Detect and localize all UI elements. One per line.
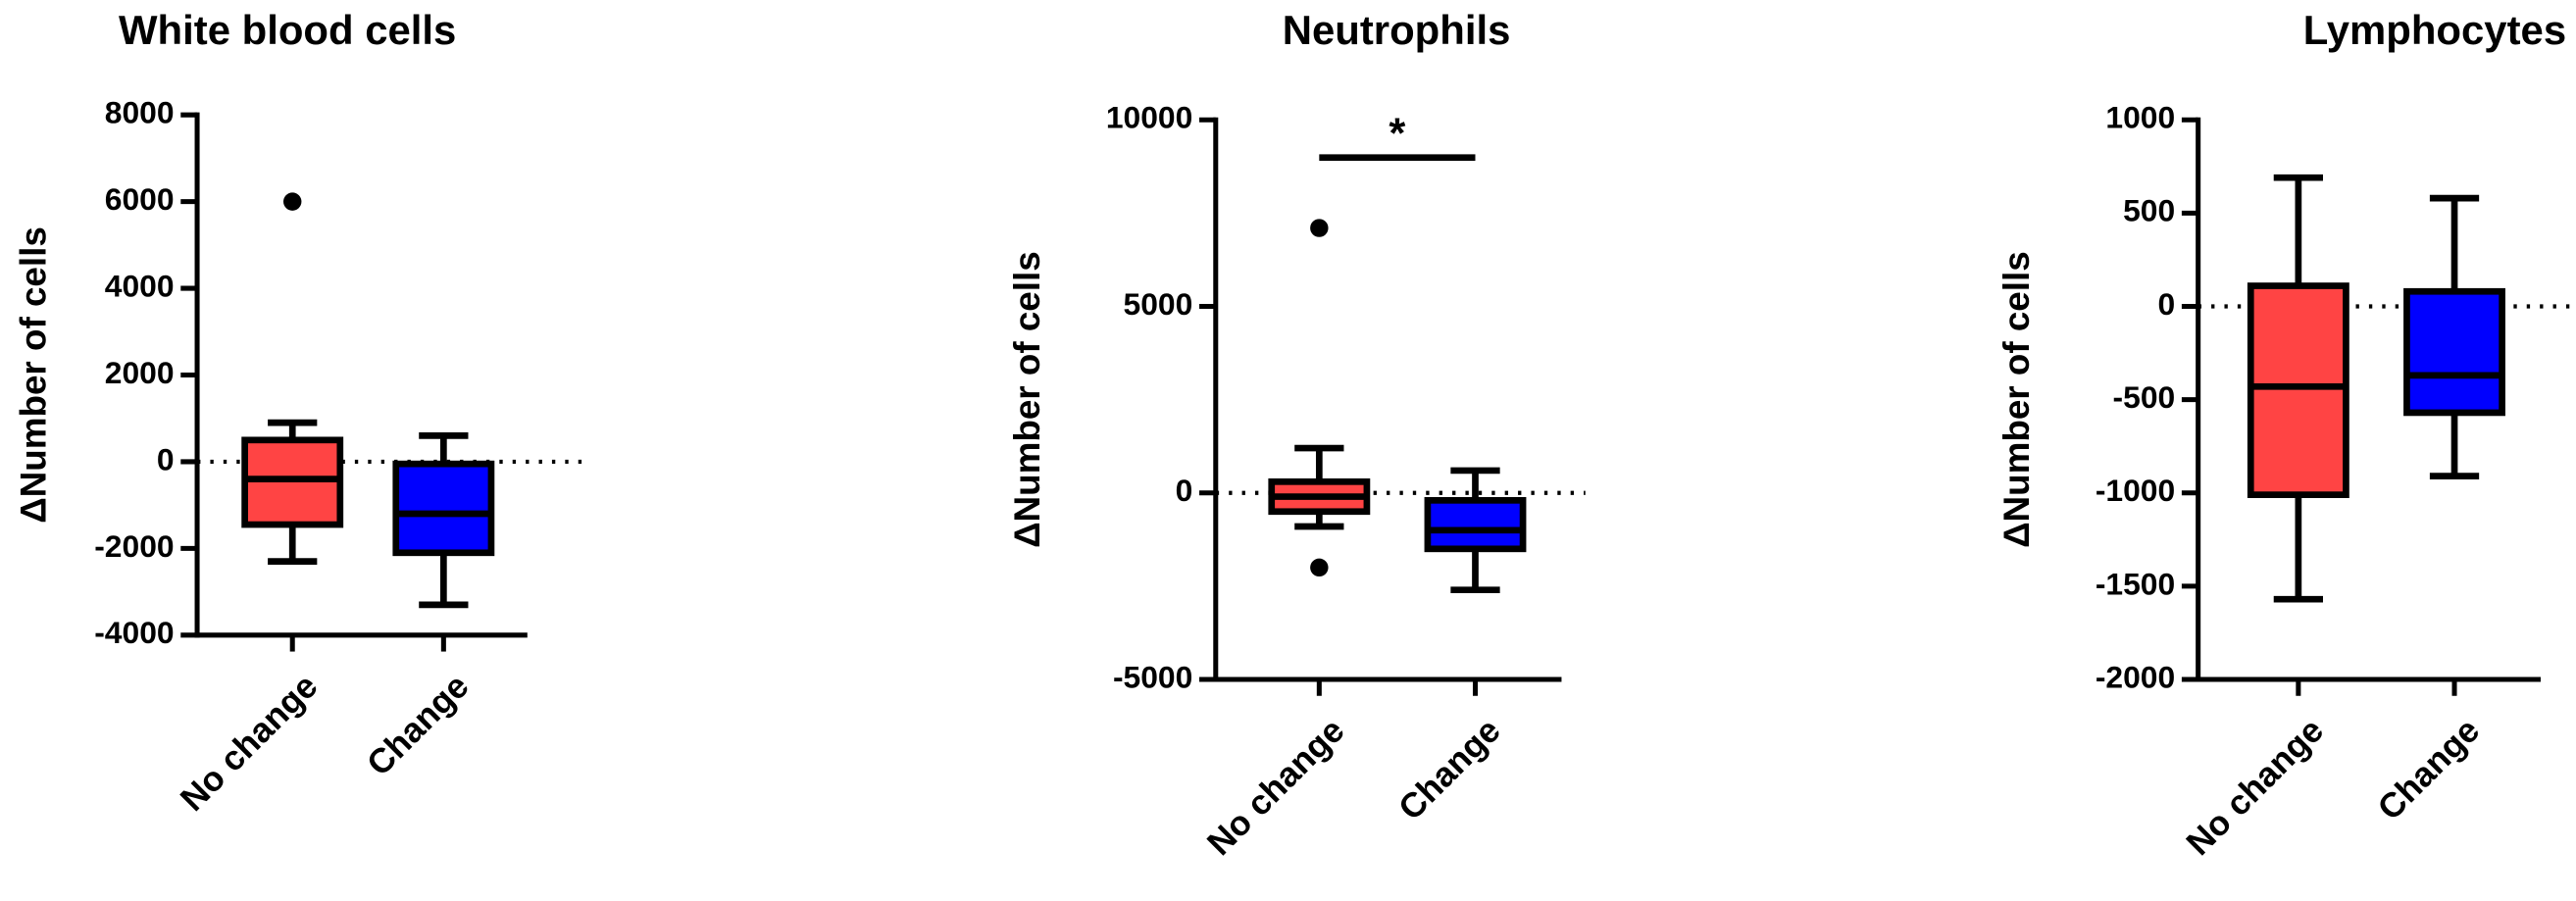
box	[2403, 287, 2505, 417]
box	[392, 460, 495, 557]
y-tick-label: -1000	[2096, 473, 2175, 508]
y-tick-label: -500	[2113, 379, 2176, 415]
x-tick-label: Change	[1391, 711, 1508, 827]
y-tick-label: 4000	[105, 268, 175, 303]
x-tick-label: No change	[1200, 711, 1352, 863]
y-tick-label: 1000	[2105, 100, 2175, 135]
x-tick-label: No change	[174, 667, 326, 819]
box	[2247, 282, 2349, 498]
y-tick-label: 8000	[105, 95, 175, 130]
outlier	[1310, 219, 1329, 237]
outlier	[283, 192, 302, 211]
y-axis-label: ΔNumber of cells	[14, 226, 54, 524]
y-tick-label: 2000	[105, 355, 175, 390]
y-axis-label: ΔNumber of cells	[1007, 251, 1047, 548]
chart-title: Lymphocytes	[2303, 7, 2566, 53]
x-tick-label: Change	[360, 667, 477, 783]
y-tick-label: -5000	[1113, 659, 1192, 694]
y-tick-label: -2000	[2096, 659, 2175, 694]
chart-title: White blood cells	[119, 7, 456, 53]
x-tick-label: Change	[2370, 711, 2487, 827]
significance-label: *	[1389, 111, 1405, 158]
x-tick-label: No change	[2179, 711, 2331, 863]
y-tick-label: -2000	[94, 528, 174, 564]
y-tick-label: 0	[157, 441, 175, 476]
box	[1424, 497, 1527, 553]
y-tick-label: -4000	[94, 615, 174, 650]
y-tick-label: 0	[1176, 473, 1193, 508]
chart-title: Neutrophils	[1283, 7, 1511, 53]
y-tick-label: -1500	[2096, 566, 2175, 601]
outlier	[1310, 558, 1329, 577]
y-tick-label: 5000	[1124, 286, 1193, 322]
y-axis-label: ΔNumber of cells	[1996, 251, 2037, 548]
y-tick-label: 500	[2123, 193, 2175, 228]
y-tick-label: 10000	[1106, 100, 1192, 135]
y-tick-label: 6000	[105, 181, 175, 217]
y-tick-label: 0	[2158, 286, 2176, 322]
